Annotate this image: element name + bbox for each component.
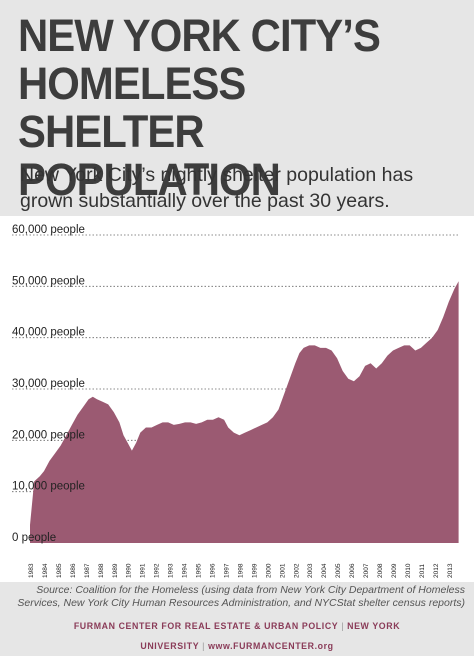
x-tick-label: 2012 <box>433 563 440 578</box>
x-tick-label: 2010 <box>405 563 412 578</box>
y-tick-label: 30,000 people <box>12 378 85 390</box>
x-tick-label: 1985 <box>56 563 63 578</box>
x-tick-label: 2007 <box>363 563 370 578</box>
footer: FURMAN CENTER FOR REAL ESTATE & URBAN PO… <box>73 621 401 651</box>
x-tick-label: 2013 <box>447 563 454 578</box>
x-tick-label: 1993 <box>168 563 175 578</box>
x-tick-label: 2008 <box>377 563 384 578</box>
x-tick-label: 2000 <box>265 563 272 578</box>
x-tick-label: 1984 <box>42 563 49 578</box>
y-tick-label: 60,000 people <box>12 224 85 236</box>
x-tick-label: 1988 <box>98 563 105 578</box>
x-tick-label: 2001 <box>279 563 286 578</box>
x-tick-label: 1991 <box>140 563 147 578</box>
x-tick-label: 1989 <box>112 563 119 578</box>
source-note: Source: Coalition for the Homeless (usin… <box>17 584 465 609</box>
title-line-2: HOMELESS SHELTER <box>18 58 246 157</box>
x-tick-label: 2006 <box>349 563 356 578</box>
title-line-1: NEW YORK CITY’S <box>18 10 381 61</box>
x-tick-label: 2002 <box>293 563 300 578</box>
x-tick-label: 1995 <box>196 563 203 578</box>
subtitle: New York City’s nightly shelter populati… <box>20 164 414 212</box>
x-tick-label: 1986 <box>70 563 77 578</box>
x-tick-label: 1997 <box>223 563 230 578</box>
x-tick-label: 2011 <box>419 564 426 578</box>
chart-panel: 0 people 10,000 people 20,000 people 30,000… <box>0 216 474 582</box>
x-tick-label: 2003 <box>307 563 314 578</box>
footer-url[interactable]: www.FURMANCENTER.org <box>208 641 334 651</box>
y-tick-label: 10,000 people <box>12 481 85 493</box>
y-tick-label: 50,000 people <box>12 275 85 287</box>
x-tick-label: 1994 <box>182 563 189 578</box>
title-line-3: POPULATION <box>18 154 281 205</box>
y-tick-label: 40,000 people <box>12 327 85 339</box>
x-tick-label: 1998 <box>237 563 244 578</box>
x-tick-label: 1987 <box>84 563 91 578</box>
x-tick-label: 2005 <box>335 563 342 578</box>
y-tick-label: 20,000 people <box>12 429 85 441</box>
shelter-population-chart: 0 people 10,000 people 20,000 people 30,000… <box>12 224 460 578</box>
x-tick-label: 1990 <box>126 563 133 578</box>
x-tick-label: 1983 <box>28 563 35 578</box>
x-tick-label: 1996 <box>209 563 216 578</box>
x-tick-label: 1992 <box>154 563 161 578</box>
footer-org: FURMAN CENTER FOR REAL ESTATE & URBAN PO… <box>73 621 339 631</box>
x-tick-label: 2009 <box>391 563 398 578</box>
shelter-population-area <box>30 281 459 543</box>
x-tick-label: 1999 <box>251 563 258 578</box>
page-title: NEW YORK CITY’S HOMELESS SHELTER POPULAT… <box>18 12 437 204</box>
y-tick-label: 0 people <box>12 532 56 544</box>
x-tick-label: 2004 <box>321 563 328 578</box>
